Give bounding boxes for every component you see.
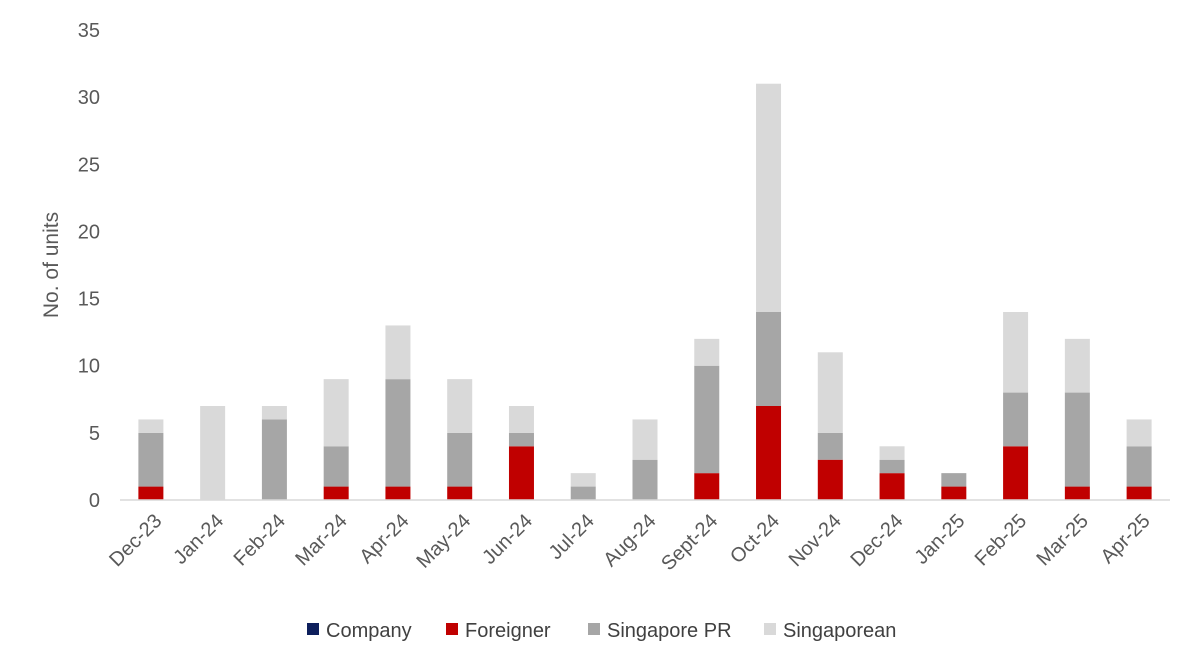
x-tick-label: Oct-24 [726,510,784,568]
legend-label: Singaporean [783,620,896,642]
bar-segment-foreigner [756,406,782,500]
x-tick-label: Sept-24 [657,510,722,575]
bar-segment-singaporean [1126,419,1152,447]
x-tick-label: Feb-25 [971,510,1031,570]
x-tick-label: Nov-24 [785,510,846,571]
bar-segment-singaporean [1003,312,1029,393]
bar-segment-singapore-pr [694,365,720,474]
x-tick-label: Mar-24 [291,510,351,570]
bar-segment-singapore-pr [570,486,596,500]
x-tick-label: Apr-25 [1097,510,1155,568]
legend-swatch [446,623,458,635]
bar-segment-singaporean [385,325,411,380]
bar-segment-singaporean [1064,338,1090,393]
legend-swatch [764,623,776,635]
bar-segment-foreigner [941,486,967,500]
bar-segment-foreigner [879,473,905,500]
y-tick-label: 25 [78,154,100,176]
legend: Company Foreigner Singapore PR Singaporean [307,620,896,642]
x-tick-label: Dec-24 [846,510,907,571]
bar-segment-singaporean [323,379,349,447]
bar-segment-singapore-pr [261,419,287,500]
y-tick-label: 35 [78,20,100,42]
x-tick-label: Jul-24 [545,510,599,564]
y-tick-label: 30 [78,87,100,109]
x-tick-label: Apr-24 [355,510,413,568]
legend-label: Singapore PR [607,620,732,642]
bar-segment-foreigner [508,446,534,500]
bar-segment-singaporean [200,406,226,500]
x-tick-label: May-24 [413,510,476,573]
legend-label: Foreigner [465,620,551,642]
bar-segment-foreigner [138,486,164,500]
bar-segment-singapore-pr [817,432,843,460]
bar-segment-foreigner [323,486,349,500]
bar-segment-foreigner [694,473,720,500]
bar-segment-singaporean [756,83,782,312]
bar-segment-singaporean [632,419,658,460]
bar-segment-singapore-pr [138,432,164,487]
bar-segment-singaporean [817,352,843,433]
bar-segment-singaporean [261,406,287,420]
bar-segment-singaporean [694,338,720,366]
bar-segment-singapore-pr [632,459,658,500]
x-tick-label: Aug-24 [599,510,660,571]
bar-segment-singapore-pr [385,379,411,487]
bar-segment-singapore-pr [756,312,782,406]
y-tick-label: 10 [78,356,100,378]
bar-segment-foreigner [1064,486,1090,500]
y-tick-label: 5 [89,423,100,445]
bar-segment-foreigner [385,486,411,500]
x-tick-label: Feb-24 [230,510,290,570]
bar-segment-singapore-pr [1064,392,1090,487]
bar-segment-singapore-pr [941,473,967,487]
bar-segment-singaporean [508,406,534,433]
y-axis-title: No. of units [40,212,63,318]
bar-segment-foreigner [817,459,843,500]
legend-swatch [307,623,319,635]
bar-segment-singapore-pr [1003,392,1029,447]
bar-segment-singapore-pr [1126,446,1152,487]
x-tick-label: Mar-25 [1033,510,1093,570]
bars-layer [138,83,1152,500]
bar-segment-singapore-pr [508,432,534,447]
bar-segment-singaporean [447,379,473,433]
bar-segment-singaporean [879,446,905,460]
legend-swatch [588,623,600,635]
bar-segment-singaporean [570,473,596,487]
y-tick-label: 15 [78,289,100,311]
y-tick-label: 20 [78,221,100,243]
bar-segment-singapore-pr [879,459,905,474]
y-tick-label: 0 [89,490,100,512]
bar-segment-singapore-pr [323,446,349,487]
bar-segment-singapore-pr [447,432,473,487]
x-tick-label: Dec-23 [105,510,166,571]
bar-segment-foreigner [447,486,473,500]
x-axis-ticks: Dec-23 Jan-24 Feb-24 Mar-24 Apr-24 May-24 Jun-… [105,510,1154,575]
bar-segment-foreigner [1126,486,1152,500]
bar-segment-singaporean [138,419,164,433]
legend-label: Company [326,620,412,642]
x-tick-label: Jun-24 [478,510,537,569]
bar-segment-foreigner [1003,446,1029,500]
x-tick-label: Jan-24 [169,510,228,569]
y-axis-ticks: 0 5 10 15 20 25 30 35 [78,20,100,512]
x-tick-label: Jan-25 [911,510,970,569]
